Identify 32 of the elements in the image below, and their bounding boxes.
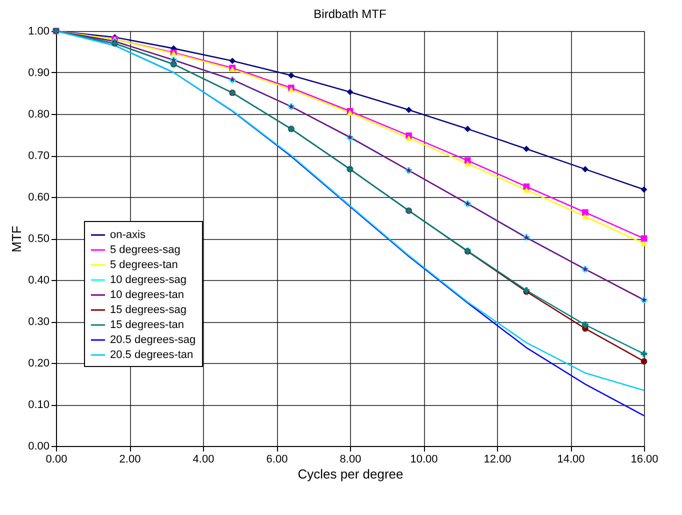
y-tick-label: 0.20 xyxy=(28,358,50,370)
legend-label: 15 degrees-tan xyxy=(110,319,184,331)
legend-label: 10 degrees-sag xyxy=(110,274,186,286)
y-tick-label: 0.90 xyxy=(28,67,50,79)
x-tick-label: 14.00 xyxy=(557,454,585,466)
x-tick-label: 8.00 xyxy=(340,454,362,466)
y-tick-label: 0.10 xyxy=(28,399,50,411)
legend-label: 5 degrees-sag xyxy=(110,244,180,256)
legend-label: 5 degrees-tan xyxy=(110,259,178,271)
legend-label: 20.5 degrees-sag xyxy=(110,334,196,346)
legend-label: 10 degrees-tan xyxy=(110,289,184,301)
x-axis-title: Cycles per degree xyxy=(298,466,404,482)
y-axis-title: MTF xyxy=(9,226,24,252)
x-tick-label: 6.00 xyxy=(266,454,288,466)
x-tick-label: 4.00 xyxy=(192,454,214,466)
y-tick-label: 0.70 xyxy=(28,150,50,162)
legend-label: 20.5 degrees-tan xyxy=(110,349,194,361)
legend-label: 15 degrees-sag xyxy=(110,304,186,316)
y-tick-label: 0.80 xyxy=(28,108,50,120)
legend-label: on-axis xyxy=(110,229,146,241)
x-tick-label: 12.00 xyxy=(484,454,512,466)
y-tick-label: 1.00 xyxy=(28,26,50,38)
chart-title: Birdbath MTF xyxy=(314,7,386,21)
x-tick-label: 10.00 xyxy=(410,454,438,466)
x-tick-label: 2.00 xyxy=(119,454,141,466)
x-tick-label: 16.00 xyxy=(630,454,658,466)
y-tick-label: 0.60 xyxy=(28,192,50,204)
y-tick-label: 0.40 xyxy=(28,274,50,286)
y-tick-label: 0.00 xyxy=(28,440,50,452)
y-tick-label: 0.50 xyxy=(28,233,50,245)
y-tick-label: 0.30 xyxy=(28,316,50,328)
x-tick-label: 0.00 xyxy=(46,454,68,466)
